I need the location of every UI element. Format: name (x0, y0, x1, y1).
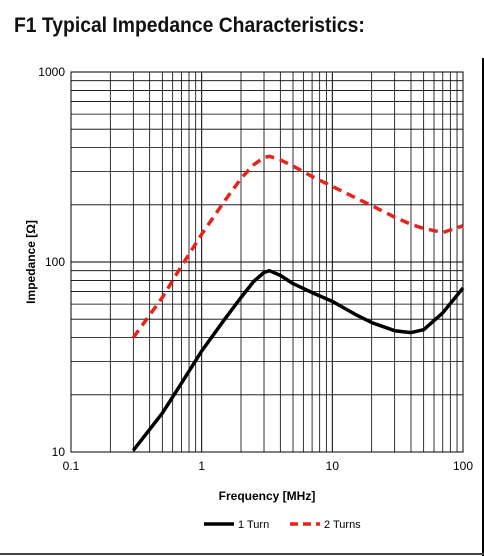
plot-frame (70, 71, 464, 453)
bottom-divider (0, 553, 484, 555)
legend: 1 Turn 2 Turns (204, 519, 361, 531)
right-border (482, 58, 484, 556)
x-tick-label: 0.1 (63, 459, 80, 473)
tick-labels: 0.1 1 10 100 10 100 1000 (38, 65, 473, 473)
x-axis-label: Frequency [MHz] (219, 489, 316, 503)
y-tick-label: 100 (45, 255, 65, 269)
series-line-2 (131, 154, 464, 339)
x-tick-label: 10 (326, 459, 340, 473)
legend-label-1: 1 Turn (238, 519, 269, 531)
y-tick-label: 10 (52, 445, 66, 459)
y-tick-label: 1000 (38, 65, 65, 79)
legend-label-2: 2 Turns (324, 519, 361, 531)
page-title: F1 Typical Impedance Characteristics: (14, 14, 365, 37)
x-tick-label: 100 (453, 459, 473, 473)
series-line-1 (131, 268, 465, 452)
grid (71, 72, 463, 452)
y-axis-label: Impedance [Ω] (24, 220, 38, 304)
series-layer (131, 154, 465, 452)
x-tick-label: 1 (198, 459, 205, 473)
